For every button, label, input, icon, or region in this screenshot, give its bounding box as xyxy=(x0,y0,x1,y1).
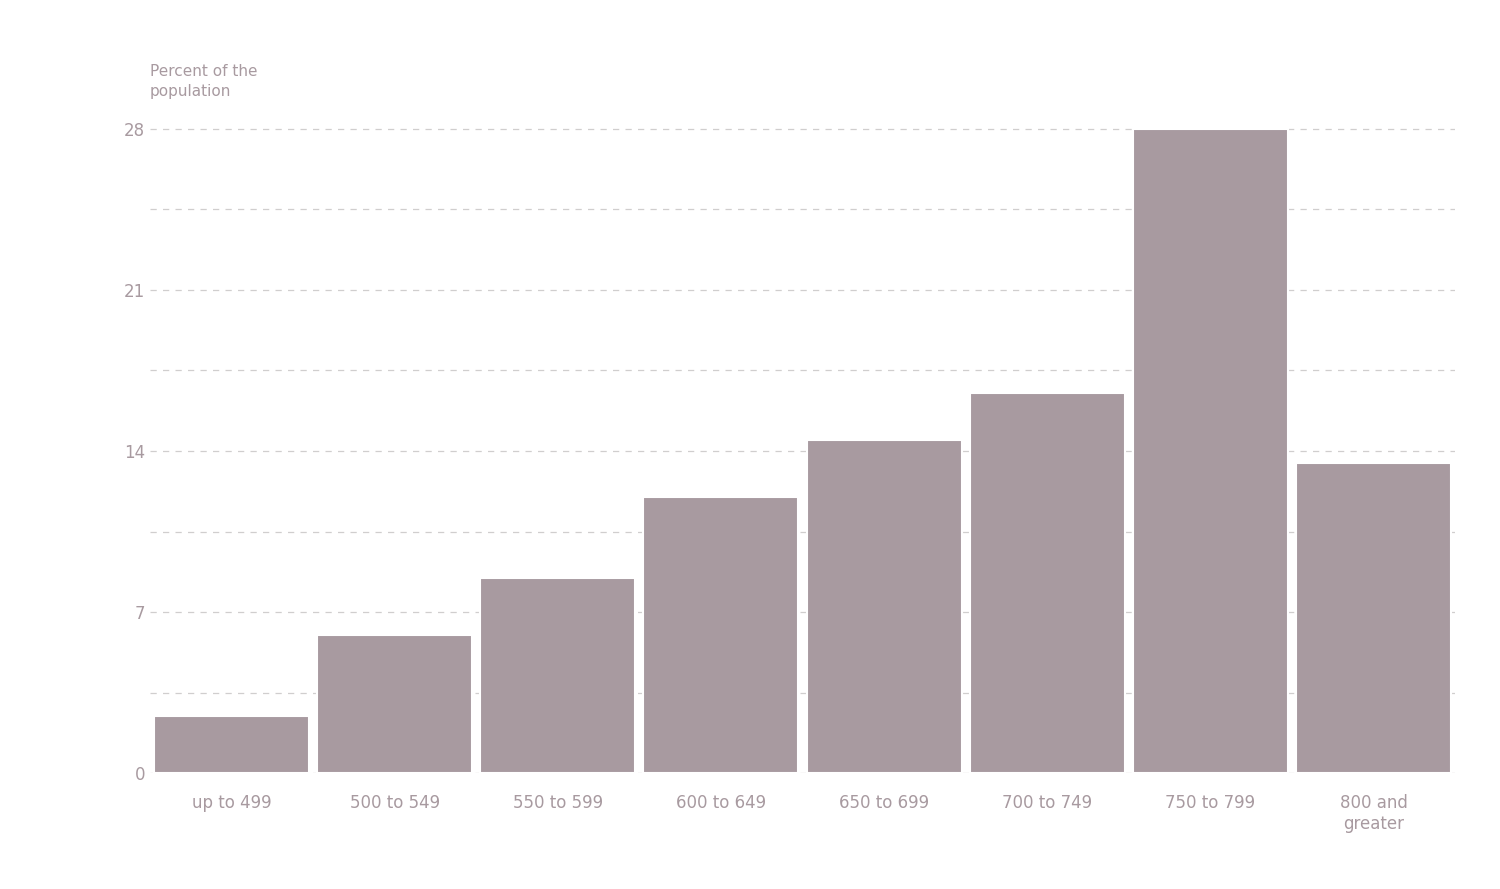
Bar xyxy=(969,394,1125,773)
Bar xyxy=(1132,129,1288,773)
Bar xyxy=(1296,462,1450,773)
Bar xyxy=(480,578,636,773)
Bar xyxy=(644,497,798,773)
Text: Percent of the
population: Percent of the population xyxy=(150,64,258,99)
Bar xyxy=(807,439,962,773)
Bar xyxy=(154,716,309,773)
Bar xyxy=(316,636,472,773)
